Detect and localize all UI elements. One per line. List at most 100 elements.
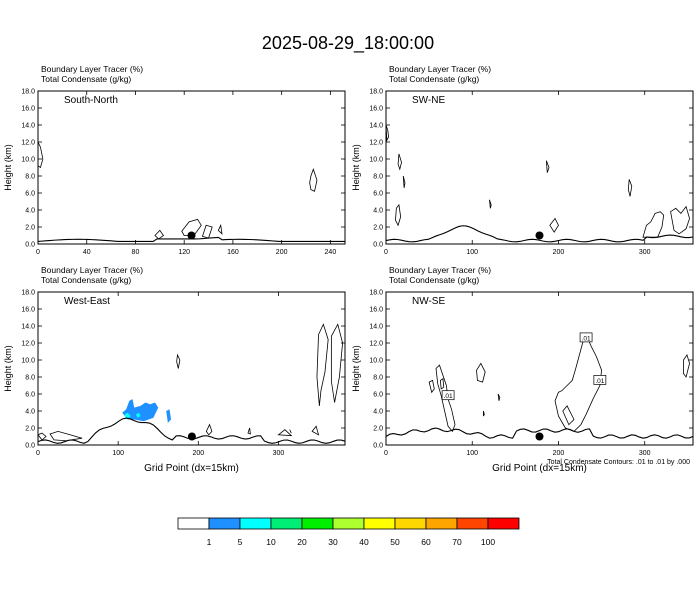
- y-tick-label: 10.0: [369, 358, 383, 365]
- y-tick-label: 2.0: [25, 225, 35, 232]
- y-axis-label: Height (km): [3, 345, 13, 392]
- panel-west-east: Boundary Layer Tracer (%)Total Condensat…: [3, 265, 346, 474]
- condensate-contour: [397, 153, 402, 171]
- y-tick-label: 4.0: [373, 409, 383, 416]
- x-tick-label: 300: [639, 450, 651, 457]
- condensate-contour: [562, 405, 575, 426]
- y-tick-label: 12.0: [369, 140, 383, 147]
- condensate-contour: [330, 323, 344, 403]
- condensate-contour: [483, 410, 485, 417]
- y-tick-label: 4.0: [25, 409, 35, 416]
- x-tick-label: 200: [192, 450, 204, 457]
- condensate-contour: [201, 224, 213, 239]
- y-tick-label: 14.0: [21, 324, 35, 331]
- colorbar-label: 30: [328, 537, 338, 547]
- condensate-contour: [395, 203, 402, 227]
- condensate-contour: [489, 199, 492, 209]
- x-tick-label: 120: [178, 249, 190, 256]
- colorbar-label: 60: [421, 537, 431, 547]
- condensate-contour: [439, 378, 445, 390]
- y-tick-label: 8.0: [25, 174, 35, 181]
- condensate-contour: [176, 353, 181, 369]
- y-tick-label: 0.0: [25, 443, 35, 450]
- colorbar-swatch: [487, 517, 520, 530]
- condensate-contour: [316, 323, 329, 406]
- plot-frame: [385, 291, 694, 446]
- x-tick-label: 0: [384, 450, 388, 457]
- colorbar-swatch: [208, 517, 241, 530]
- y-tick-label: 6.0: [25, 392, 35, 399]
- x-axis-label: Grid Point (dx=15km): [144, 463, 239, 474]
- colorbar-swatch: [177, 517, 210, 530]
- condensate-contour: [549, 217, 559, 233]
- panel-nw-se: Boundary Layer Tracer (%)Total Condensat…: [351, 265, 694, 474]
- x-tick-label: 100: [112, 450, 124, 457]
- x-tick-label: 300: [639, 249, 651, 256]
- y-tick-label: 14.0: [369, 324, 383, 331]
- panel-header-line: Boundary Layer Tracer (%): [41, 64, 143, 74]
- x-tick-label: 100: [466, 249, 478, 256]
- x-tick-label: 100: [466, 450, 478, 457]
- tracer-fill: [122, 399, 159, 422]
- panel-sw-ne: Boundary Layer Tracer (%)Total Condensat…: [351, 64, 694, 256]
- y-tick-label: 4.0: [25, 208, 35, 215]
- colorbar-swatch: [425, 517, 458, 530]
- condensate-contour: [247, 427, 251, 435]
- contour-label-box: [579, 332, 593, 343]
- condensate-contour: [309, 167, 318, 192]
- x-tick-label: 0: [384, 249, 388, 256]
- y-tick-label: 14.0: [21, 123, 35, 130]
- condensate-contour: [670, 205, 690, 235]
- condensate-contour: [435, 364, 456, 433]
- condensate-contour: [37, 432, 47, 441]
- contour-label-box: [593, 375, 607, 385]
- y-tick-label: 8.0: [373, 375, 383, 382]
- x-tick-label: 200: [276, 249, 288, 256]
- y-axis-label: Height (km): [351, 144, 361, 191]
- location-marker: [187, 231, 196, 240]
- y-tick-label: 2.0: [373, 426, 383, 433]
- y-tick-label: 4.0: [373, 208, 383, 215]
- y-tick-label: 16.0: [21, 106, 35, 113]
- y-tick-label: 2.0: [25, 426, 35, 433]
- x-tick-label: 80: [132, 249, 140, 256]
- figure-title: 2025-08-29_18:00:00: [262, 33, 434, 54]
- colorbar-swatch: [363, 517, 396, 530]
- condensate-contour: [385, 124, 389, 142]
- condensate-contour: [49, 430, 83, 442]
- tracer-fill: [135, 412, 141, 418]
- condensate-contour: [428, 379, 435, 394]
- panel-south-north: Boundary Layer Tracer (%)Total Condensat…: [3, 64, 346, 256]
- condensate-contour: [154, 229, 165, 240]
- panels-group: Boundary Layer Tracer (%) Total Condensat…: [3, 64, 694, 474]
- y-tick-label: 8.0: [373, 174, 383, 181]
- y-tick-label: 12.0: [369, 341, 383, 348]
- contour-label: .01: [582, 335, 591, 342]
- contour-label: .01: [444, 393, 453, 400]
- condensate-contour: [205, 423, 213, 436]
- x-tick-label: 0: [36, 249, 40, 256]
- y-axis-label: Height (km): [351, 345, 361, 392]
- y-tick-label: 10.0: [21, 358, 35, 365]
- colorbar-label: 40: [359, 537, 369, 547]
- colorbar-swatch: [270, 517, 303, 530]
- panel-header-line: Total Condensate (g/kg): [389, 74, 479, 84]
- y-tick-label: 0.0: [373, 242, 383, 249]
- condensate-contour: [402, 175, 406, 188]
- terrain-line: [385, 225, 694, 243]
- panel-title: NW-SE: [412, 296, 445, 307]
- colorbar-swatch: [301, 517, 334, 530]
- panel-title: SW-NE: [412, 95, 445, 106]
- y-tick-label: 10.0: [21, 157, 35, 164]
- y-tick-label: 6.0: [373, 191, 383, 198]
- x-axis-label: Grid Point (dx=15km): [492, 463, 587, 474]
- location-marker: [535, 231, 544, 240]
- plot-frame: [37, 90, 346, 245]
- panel-header-line: Total Condensate (g/kg): [41, 275, 131, 285]
- y-tick-label: 16.0: [369, 307, 383, 314]
- panel-title: West-East: [64, 296, 110, 307]
- colorbar-label: 100: [481, 537, 495, 547]
- panel-header-line: Total Condensate (g/kg): [389, 275, 479, 285]
- panel-title: South-North: [64, 95, 118, 106]
- condensate-contour: [545, 160, 550, 173]
